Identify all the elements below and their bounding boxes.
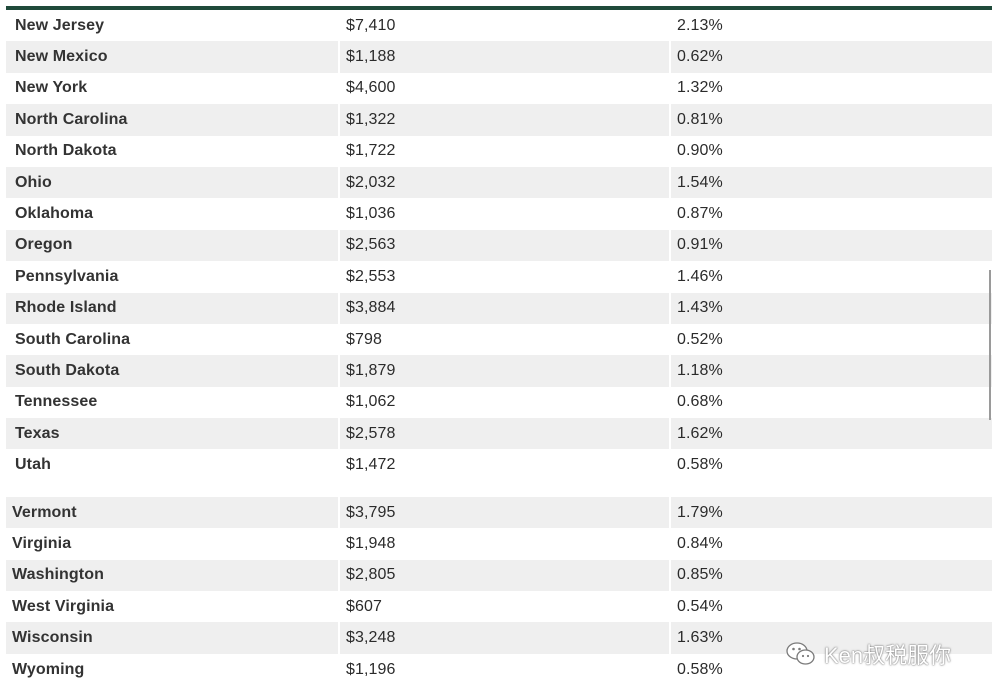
- tax-amount-cell: $1,036: [346, 205, 396, 223]
- state-cell: Tennessee: [15, 393, 98, 411]
- tax-amount-cell: $2,032: [346, 173, 396, 191]
- tax-amount-cell: $2,578: [346, 424, 396, 442]
- state-cell: Pennsylvania: [15, 267, 119, 285]
- state-cell: Rhode Island: [15, 299, 117, 317]
- tax-rate-cell: 0.81%: [677, 110, 723, 128]
- table-top-rule: [6, 6, 992, 10]
- table-row: Oregon $2,563 0.91%: [6, 229, 992, 262]
- tax-rate-cell: 0.87%: [677, 205, 723, 223]
- table-row: Utah $1,472 0.58%: [6, 449, 992, 480]
- table-row: Wyoming $1,196 0.58%: [6, 654, 992, 685]
- state-cell: Texas: [15, 424, 60, 442]
- table-row: Rhode Island $3,884 1.43%: [6, 292, 992, 324]
- table-row: Virginia $1,948 0.84%: [6, 528, 992, 559]
- tax-amount-cell: $1,722: [346, 142, 396, 160]
- tax-amount-cell: $2,563: [346, 236, 396, 254]
- tax-amount-cell: $607: [346, 597, 382, 615]
- table-row: Oklahoma $1,036 0.87%: [6, 198, 992, 229]
- table-row: Washington $2,805 0.85%: [6, 559, 992, 592]
- tax-rate-cell: 0.58%: [677, 660, 723, 678]
- tax-amount-cell: $1,062: [346, 393, 396, 411]
- tax-rate-cell: 0.58%: [677, 456, 723, 474]
- tax-amount-cell: $2,805: [346, 566, 396, 584]
- tax-amount-cell: $1,948: [346, 534, 396, 552]
- watermark: Ken叔税服你: [786, 638, 951, 670]
- tax-amount-cell: $2,553: [346, 267, 396, 285]
- tax-rate-cell: 0.91%: [677, 236, 723, 254]
- state-cell: Ohio: [15, 173, 52, 191]
- tax-rate-cell: 0.68%: [677, 393, 723, 411]
- table-row: Texas $2,578 1.62%: [6, 418, 992, 450]
- table-row: West Virginia $607 0.54%: [6, 591, 992, 622]
- column-divider: [338, 10, 340, 697]
- tax-amount-cell: $1,472: [346, 456, 396, 474]
- table-row: Tennessee $1,062 0.68%: [6, 387, 992, 418]
- watermark-text: Ken叔税服你: [824, 643, 952, 668]
- tax-rate-cell: 0.54%: [677, 597, 723, 615]
- tax-rate-cell: 0.85%: [677, 566, 723, 584]
- property-tax-table: New Jersey $7,410 2.13% New Mexico $1,18…: [6, 10, 992, 685]
- tax-rate-cell: 1.54%: [677, 173, 723, 191]
- tax-rate-cell: 0.52%: [677, 330, 723, 348]
- table-row: Vermont $3,795 1.79%: [6, 496, 992, 529]
- tax-amount-cell: $1,879: [346, 361, 396, 379]
- state-cell: Virginia: [12, 534, 72, 552]
- table-row: Wisconsin $3,248 1.63%: [6, 622, 992, 654]
- tax-amount-cell: $1,322: [346, 110, 396, 128]
- tax-amount-cell: $1,196: [346, 660, 396, 678]
- state-cell: Vermont: [12, 503, 77, 521]
- tax-rate-cell: 0.84%: [677, 534, 723, 552]
- state-cell: West Virginia: [12, 597, 115, 615]
- tax-amount-cell: $7,410: [346, 16, 396, 34]
- table-row: South Carolina $798 0.52%: [6, 324, 992, 355]
- tax-rate-cell: 0.90%: [677, 142, 723, 160]
- tax-rate-cell: 1.18%: [677, 361, 723, 379]
- state-cell: Utah: [15, 456, 51, 474]
- tax-amount-cell: $1,188: [346, 48, 396, 66]
- table-row: Pennsylvania $2,553 1.46%: [6, 261, 992, 292]
- state-cell: South Carolina: [15, 330, 131, 348]
- table-row: New Mexico $1,188 0.62%: [6, 41, 992, 73]
- state-cell: North Carolina: [15, 110, 128, 128]
- table-row: New York $4,600 1.32%: [6, 73, 992, 104]
- tax-amount-cell: $3,795: [346, 503, 396, 521]
- tax-rate-cell: 0.62%: [677, 48, 723, 66]
- table-row: New Jersey $7,410 2.13%: [6, 10, 992, 41]
- column-divider: [669, 10, 671, 697]
- tax-amount-cell: $3,884: [346, 299, 396, 317]
- tax-rate-cell: 1.43%: [677, 299, 723, 317]
- table-row: Ohio $2,032 1.54%: [6, 166, 992, 199]
- state-cell: Oregon: [15, 236, 73, 254]
- state-cell: Wisconsin: [12, 629, 93, 647]
- tax-amount-cell: $798: [346, 330, 382, 348]
- tax-rate-cell: 2.13%: [677, 16, 723, 34]
- tax-amount-cell: $3,248: [346, 629, 396, 647]
- tax-rate-cell: 1.46%: [677, 267, 723, 285]
- state-cell: Oklahoma: [15, 205, 94, 223]
- tax-rate-cell: 1.32%: [677, 79, 723, 97]
- state-cell: New Mexico: [15, 48, 108, 66]
- state-cell: North Dakota: [15, 142, 117, 160]
- scrollbar-track[interactable]: [989, 270, 991, 420]
- tax-amount-cell: $4,600: [346, 79, 396, 97]
- tax-rate-cell: 1.63%: [677, 629, 723, 647]
- state-cell: South Dakota: [15, 361, 120, 379]
- state-cell: Wyoming: [12, 660, 85, 678]
- state-cell: New York: [15, 79, 88, 97]
- table-row: South Dakota $1,879 1.18%: [6, 355, 992, 387]
- tax-rate-cell: 1.62%: [677, 424, 723, 442]
- tax-rate-cell: 1.79%: [677, 503, 723, 521]
- table-row: North Carolina $1,322 0.81%: [6, 104, 992, 136]
- table-row: North Dakota $1,722 0.90%: [6, 136, 992, 167]
- wechat-icon: [786, 641, 816, 667]
- state-cell: New Jersey: [15, 16, 105, 34]
- state-cell: Washington: [12, 566, 104, 584]
